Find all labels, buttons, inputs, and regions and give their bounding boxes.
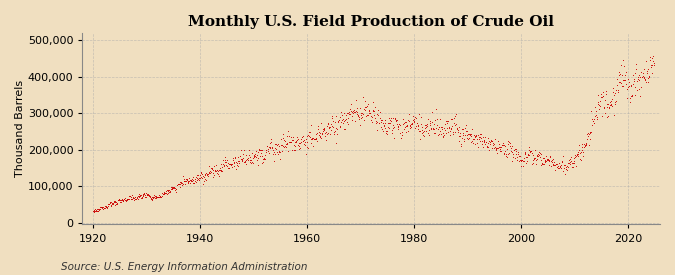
Y-axis label: Thousand Barrels: Thousand Barrels	[15, 80, 25, 177]
Title: Monthly U.S. Field Production of Crude Oil: Monthly U.S. Field Production of Crude O…	[188, 15, 554, 29]
Text: Source: U.S. Energy Information Administration: Source: U.S. Energy Information Administ…	[61, 262, 307, 272]
